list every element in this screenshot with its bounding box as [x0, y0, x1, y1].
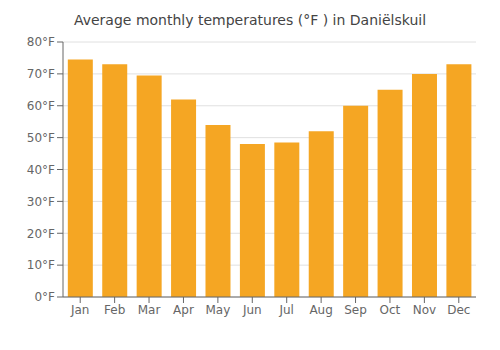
svg-text:May: May [205, 303, 230, 317]
svg-text:70°F: 70°F [27, 67, 55, 81]
svg-text:60°F: 60°F [27, 99, 55, 113]
svg-text:Jul: Jul [278, 303, 293, 317]
svg-text:Sep: Sep [344, 303, 367, 317]
svg-text:40°F: 40°F [27, 163, 55, 177]
html-text:Average monthly temperatures (: Average monthly temperatures (°F ) in Da… [74, 12, 426, 28]
svg-text:Apr: Apr [173, 303, 194, 317]
svg-text:50°F: 50°F [27, 131, 55, 145]
svg-text:Aug: Aug [309, 303, 332, 317]
svg-text:Dec: Dec [447, 303, 470, 317]
svg-text:Feb: Feb [104, 303, 125, 317]
svg-text:0°F: 0°F [34, 290, 55, 304]
svg-text:10°F: 10°F [27, 258, 55, 272]
svg-text:Oct: Oct [380, 303, 401, 317]
svg-text:Jun: Jun [242, 303, 262, 317]
svg-text:80°F: 80°F [27, 35, 55, 49]
svg-text:Jan: Jan [70, 303, 90, 317]
svg-text:Nov: Nov [413, 303, 436, 317]
svg-text:20°F: 20°F [27, 227, 55, 241]
svg-text:Mar: Mar [138, 303, 161, 317]
svg-text:30°F: 30°F [27, 195, 55, 209]
